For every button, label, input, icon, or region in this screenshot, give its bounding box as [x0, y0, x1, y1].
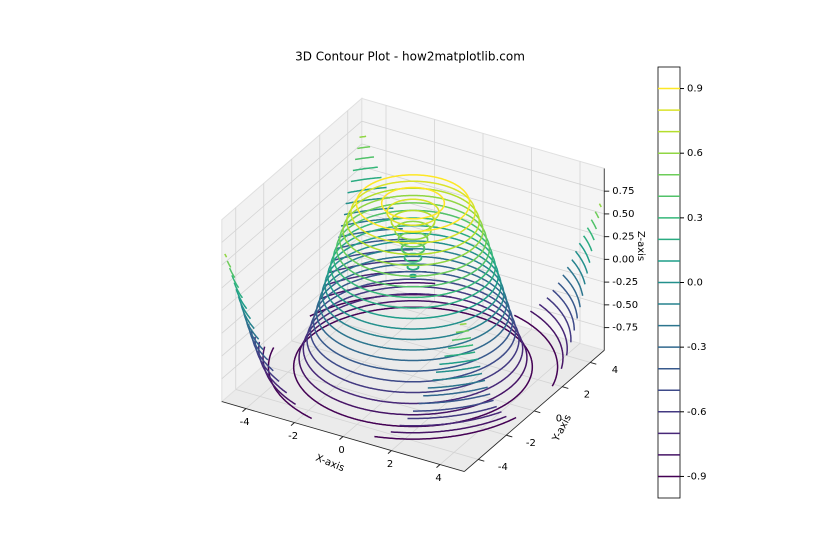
grid-line: [263, 364, 507, 436]
contour-line: [254, 259, 572, 420]
contour-line: [338, 202, 488, 277]
contour-line: [321, 247, 505, 341]
x-tick: [387, 450, 392, 454]
contour-line: [397, 231, 429, 248]
contour-line: [247, 238, 579, 405]
x-tick-label: 0: [338, 445, 344, 456]
contour-line: [224, 135, 602, 326]
x-tick-label: 2: [387, 459, 393, 470]
contour-line: [345, 187, 481, 256]
chart-title: 3D Contour Plot - how2matplotlib.com: [295, 50, 525, 64]
grid-line: [235, 389, 479, 460]
contour-line: [235, 186, 591, 366]
grid-line: [221, 120, 363, 243]
y-tick: [534, 410, 541, 414]
y-tick-label: -4: [498, 462, 508, 473]
contour-line: [342, 194, 484, 267]
grid-line: [221, 189, 363, 311]
x-tick: [242, 408, 247, 412]
contour-line: [237, 197, 589, 373]
grid-line: [361, 143, 605, 215]
contour-line: [355, 174, 471, 233]
x-tick-label: 4: [435, 473, 441, 484]
contour-line: [409, 273, 417, 279]
contour-line: [250, 249, 576, 412]
contour-line: [231, 166, 595, 350]
z-tick-label: 0.75: [612, 186, 634, 197]
grid-line: [221, 257, 363, 380]
contour-line: [228, 156, 598, 342]
colorbar-tick-label: 0.0: [687, 278, 703, 289]
z-axis-label: Z-axis: [635, 231, 646, 261]
contour-line: [380, 186, 446, 220]
grid-line: [361, 166, 605, 238]
contour-line: [386, 198, 440, 226]
contour-line: [324, 240, 502, 330]
y-tick-label: 2: [584, 389, 590, 400]
y-tick-label: 4: [612, 365, 618, 376]
colorbar-tick-label: -0.9: [687, 471, 707, 482]
contour-line: [258, 270, 568, 427]
contour-line: [226, 145, 600, 334]
colorbar-tick-label: 0.3: [687, 213, 703, 224]
colorbar-tick-label: -0.6: [687, 407, 707, 418]
z-tick-label: 0.50: [612, 209, 634, 220]
y-tick-label: -2: [526, 438, 536, 449]
y-tick: [590, 361, 597, 365]
grid-line: [221, 166, 363, 289]
x-tick: [339, 436, 344, 440]
z-tick-label: -0.50: [612, 300, 638, 311]
contour-line: [318, 255, 508, 351]
contour-line: [335, 209, 491, 288]
x-tick: [436, 464, 441, 468]
y-tick: [506, 434, 513, 438]
grid-line: [221, 143, 363, 266]
contour-line: [312, 270, 514, 372]
contour-line: [394, 220, 432, 241]
grid-line: [361, 120, 605, 192]
z-tick-label: 0.00: [612, 254, 634, 265]
z-tick-label: -0.25: [612, 277, 638, 288]
grid-line: [291, 340, 535, 412]
grid-line: [221, 211, 363, 334]
x-tick: [290, 422, 295, 426]
contour-line: [327, 232, 499, 320]
contour-line: [315, 263, 511, 362]
contour-line: [262, 282, 564, 434]
z-tick-label: -0.75: [612, 323, 638, 334]
z-tick-label: 0.25: [612, 232, 634, 243]
y-tick-label: 0: [556, 414, 562, 425]
colorbar-tick-label: 0.9: [687, 84, 703, 95]
grid-line: [347, 292, 591, 363]
y-tick: [562, 386, 569, 389]
y-tick: [478, 458, 485, 462]
x-tick-label: -2: [288, 431, 298, 442]
x-tick-label: -4: [240, 417, 250, 428]
colorbar-tick-label: -0.3: [687, 342, 707, 353]
contour-line: [233, 176, 593, 357]
contour-line: [350, 180, 476, 245]
colorbar-tick-label: 0.6: [687, 148, 703, 159]
